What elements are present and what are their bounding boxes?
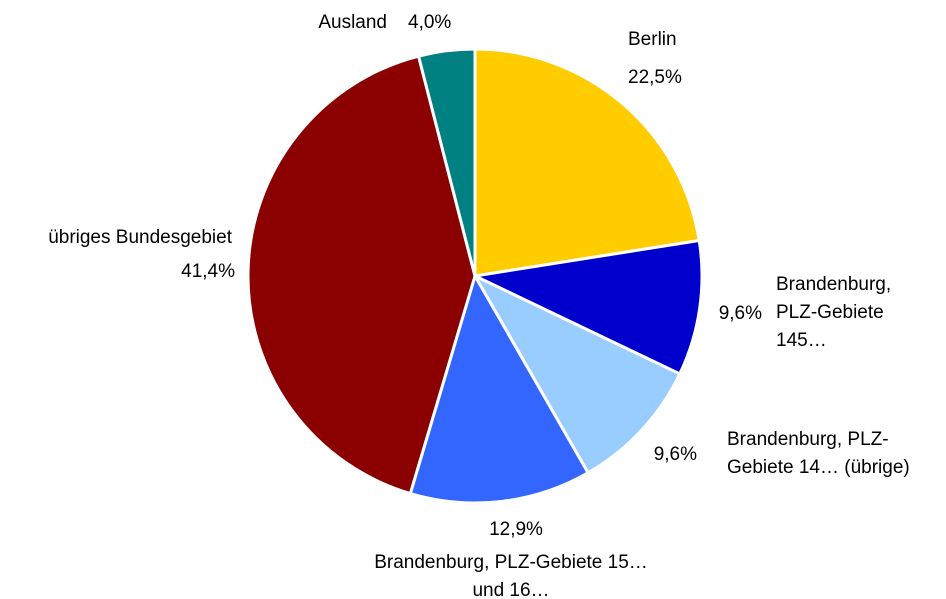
- slice-value: 9,6%: [653, 444, 697, 465]
- slice-name: Ausland: [318, 12, 387, 33]
- pie-slice: [473, 47, 701, 278]
- slice-value: 4,0%: [408, 12, 452, 33]
- slice-value: 12,9%: [489, 519, 543, 540]
- slice-name: Berlin: [628, 29, 677, 50]
- pie-slice: [408, 274, 590, 505]
- pie-slice: [473, 238, 704, 376]
- pie-slice: [473, 274, 682, 475]
- slice-value: 22,5%: [628, 67, 682, 88]
- slice-name: übriges Bundesgebiet: [48, 227, 232, 248]
- pie-slice: [246, 54, 477, 496]
- slice-value: 41,4%: [181, 261, 235, 282]
- pie-slice: [417, 47, 477, 278]
- slice-name: Brandenburg, PLZ-Gebiete 14… (übrige): [727, 429, 910, 478]
- slice-value: 9,6%: [718, 303, 762, 324]
- slice-name: Brandenburg, PLZ-Gebiete 145…: [776, 274, 892, 351]
- slice-name: Brandenburg, PLZ-Gebiete 15… und 16…: [374, 552, 648, 599]
